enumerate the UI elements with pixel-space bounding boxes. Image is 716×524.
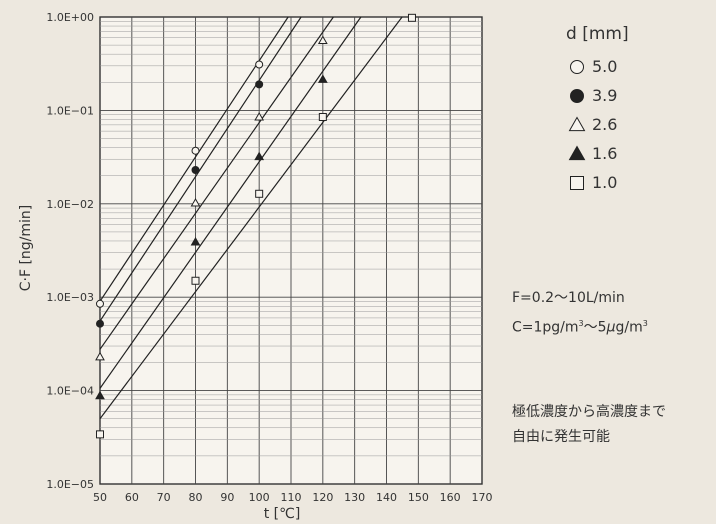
legend-marker-icon	[570, 88, 584, 103]
legend-label: 1.6	[592, 144, 618, 163]
legend-marker	[570, 59, 584, 74]
legend-item: 3.9	[568, 81, 629, 110]
data-point-d-5.0	[255, 60, 264, 69]
data-point-d-5.0	[191, 146, 200, 155]
legend-marker	[570, 88, 584, 103]
legend-marker	[568, 145, 586, 160]
legend-marker-icon	[568, 116, 586, 131]
legend-label: 2.6	[592, 115, 618, 134]
y-axis-label: C·F [ng/min]	[18, 205, 34, 292]
data-point-d-2.6	[95, 351, 105, 361]
capability-note: 極低濃度から高濃度まで 自由に発生可能	[512, 400, 666, 450]
data-point-d-5.0	[96, 299, 104, 308]
legend-marker-icon	[568, 145, 586, 160]
y-tick-label: 1.0E−01	[46, 104, 94, 117]
data-point-d-3.9	[255, 80, 264, 89]
legend-item: 1.0	[568, 168, 629, 197]
y-tick-label: 1.0E−05	[46, 478, 94, 491]
legend: d [mm] 5.0 3.9 2.6 1.6 1.0	[562, 24, 629, 197]
x-tick-label: 80	[189, 491, 203, 504]
x-tick-label: 60	[125, 491, 139, 504]
fit-line-d-1.6	[99, 16, 362, 389]
legend-item: 1.6	[568, 139, 629, 168]
legend-item: 2.6	[568, 110, 629, 139]
data-point-d-1.6	[317, 74, 328, 83]
x-tick-label: 100	[249, 491, 270, 504]
x-tick-label: 50	[93, 491, 107, 504]
fit-line-d-1.0	[99, 16, 403, 420]
data-point-d-1.6	[190, 236, 201, 246]
y-tick-label: 1.0E−02	[46, 198, 94, 211]
axis-ticks: 50 60 70 80 90 100 110 120 130 140 150 160 170 1.0E+0…	[46, 11, 492, 504]
data-point-d-3.9	[96, 319, 104, 328]
x-tick-label: 130	[344, 491, 365, 504]
data-point-d-2.6	[190, 197, 201, 207]
data-points	[95, 13, 416, 439]
data-point-d-2.6	[254, 111, 265, 121]
legend-label: 1.0	[592, 173, 618, 192]
x-tick-label: 90	[220, 491, 234, 504]
data-point-d-1.0	[407, 13, 416, 22]
capability-line-1: 極低濃度から高濃度まで	[512, 404, 666, 420]
x-tick-label: 70	[157, 491, 171, 504]
data-point-d-1.0	[191, 276, 200, 285]
legend-marker-icon	[570, 59, 584, 74]
legend-marker-icon	[570, 175, 584, 190]
y-tick-label: 1.0E+00	[46, 11, 94, 24]
legend-marker	[568, 116, 586, 131]
legend-label: 5.0	[592, 57, 618, 76]
x-tick-label: 150	[408, 491, 429, 504]
data-point-d-3.9	[191, 166, 200, 175]
grid-lines	[99, 16, 483, 485]
data-point-d-1.0	[255, 189, 264, 198]
y-tick-label: 1.0E−04	[46, 385, 94, 398]
data-point-d-1.6	[254, 151, 265, 161]
data-point-d-1.6	[95, 390, 105, 400]
x-axis-label: t [℃]	[264, 506, 301, 522]
legend-title: d [mm]	[566, 24, 629, 44]
data-point-d-1.0	[96, 430, 104, 439]
legend-label: 3.9	[592, 86, 618, 105]
condition-note: F=0.2〜10L/min C=1pg/m3〜5μg/m3	[512, 286, 648, 341]
legend-marker	[570, 175, 584, 190]
data-point-d-2.6	[317, 35, 328, 45]
fit-line-d-3.9	[99, 16, 302, 322]
x-tick-label: 170	[472, 491, 493, 504]
y-tick-label: 1.0E−03	[46, 291, 94, 304]
x-tick-label: 140	[376, 491, 397, 504]
capability-line-2: 自由に発生可能	[512, 429, 610, 445]
concentration-range-text: C=1pg/m3〜5μg/m3	[512, 319, 648, 336]
data-point-d-1.0	[318, 112, 327, 121]
fit-line-d-2.6	[99, 16, 334, 350]
x-tick-label: 110	[281, 491, 302, 504]
x-tick-label: 120	[312, 491, 333, 504]
legend-item: 5.0	[568, 52, 629, 81]
x-tick-label: 160	[440, 491, 461, 504]
flow-range-text: F=0.2〜10L/min	[512, 290, 625, 306]
